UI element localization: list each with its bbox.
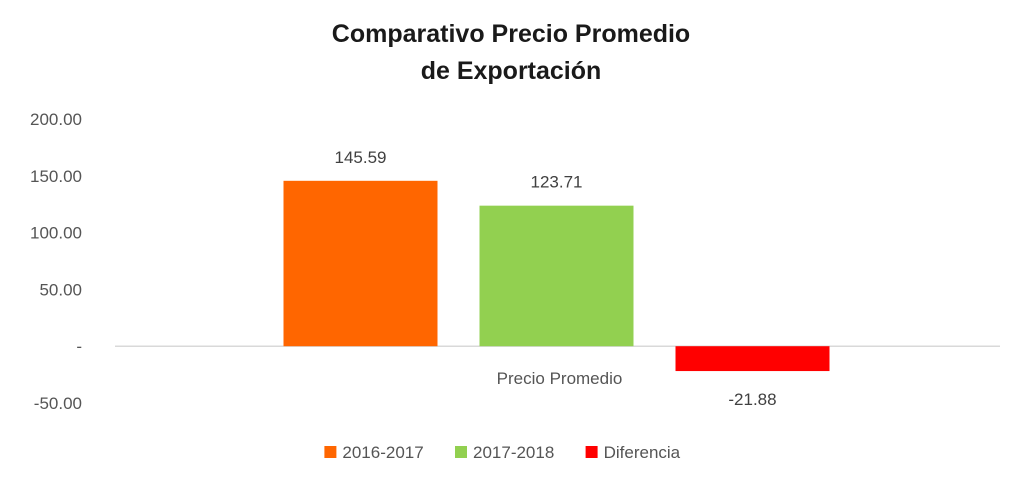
bar-diferencia — [675, 346, 830, 372]
bar-2016-2017 — [283, 180, 438, 347]
data-label: 145.59 — [335, 148, 387, 167]
y-tick-label: 50.00 — [39, 280, 82, 299]
legend-label: 2017-2018 — [473, 443, 554, 462]
y-tick-label: -50.00 — [34, 394, 82, 413]
data-label: -21.88 — [728, 390, 776, 409]
legend-swatch — [455, 446, 467, 458]
category-labels: Precio Promedio — [497, 369, 623, 388]
legend: 2016-2017 2017-2018 Diferencia — [324, 443, 681, 462]
category-label: Precio Promedio — [497, 369, 623, 388]
y-tick-label: - — [76, 337, 82, 356]
y-axis: 200.00 150.00 100.00 50.00 - -50.00 — [30, 110, 82, 413]
legend-label: Diferencia — [604, 443, 681, 462]
chart-title-line-2: de Exportación — [421, 57, 602, 85]
chart-title-line-1: Comparativo Precio Promedio — [332, 20, 690, 48]
legend-swatch — [324, 446, 337, 458]
y-tick-label: 100.00 — [30, 224, 82, 243]
y-tick-label: 150.00 — [30, 167, 82, 186]
bar-2017-2018 — [479, 205, 634, 347]
legend-label: 2016-2017 — [342, 443, 423, 462]
data-label: 123.71 — [531, 173, 583, 192]
legend-swatch — [585, 446, 598, 458]
data-labels: 145.59 123.71 -21.88 — [335, 148, 777, 409]
bars — [283, 180, 830, 372]
y-tick-label: 200.00 — [30, 110, 82, 129]
